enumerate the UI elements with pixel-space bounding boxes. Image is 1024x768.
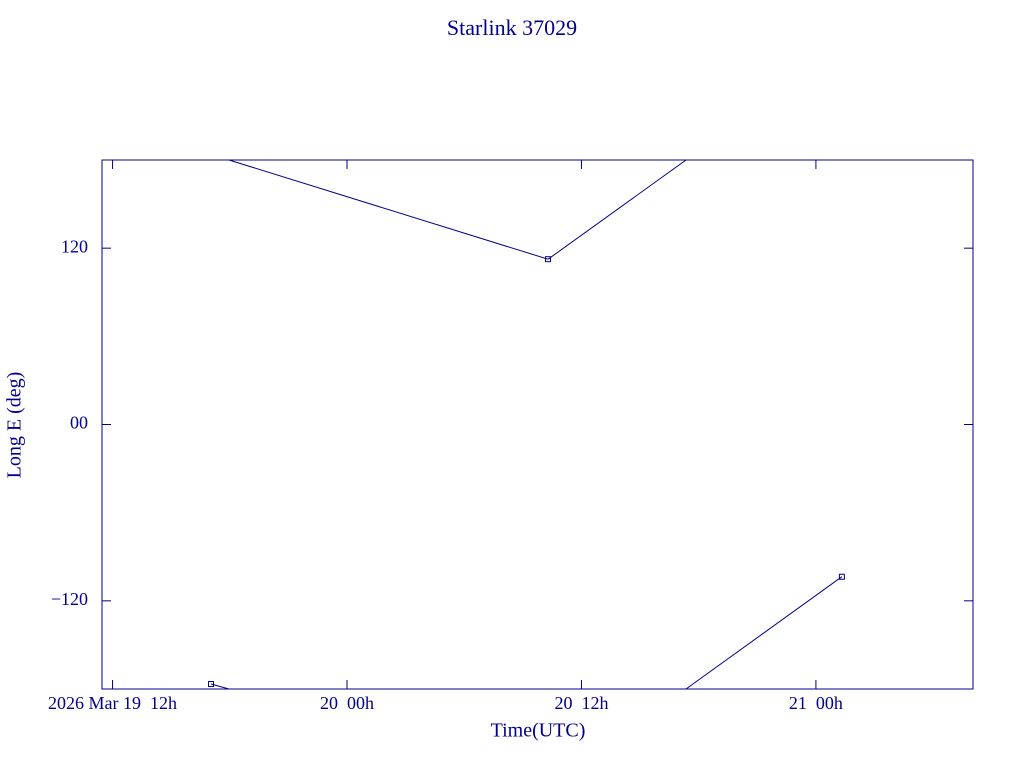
- x-tick-label: 21 00h: [789, 693, 843, 713]
- point: [838, 573, 845, 580]
- y-tick-label: 00: [70, 413, 88, 433]
- y-tick-label: 120: [61, 236, 88, 256]
- point: [208, 681, 215, 688]
- plot-frame: [101, 159, 974, 690]
- y-tick-label: −120: [51, 589, 88, 609]
- x-tick-label: 20 12h: [554, 693, 608, 713]
- x-tick-label: 2026 Mar 19 12h: [48, 693, 177, 713]
- x-axis-label: Time(UTC): [491, 720, 586, 742]
- x-tick-label: 20 00h: [320, 693, 374, 713]
- y-axis-label: Long E (deg): [4, 372, 26, 479]
- line: [210, 159, 843, 690]
- chart-title: Starlink 37029: [447, 15, 577, 40]
- point: [545, 256, 552, 263]
